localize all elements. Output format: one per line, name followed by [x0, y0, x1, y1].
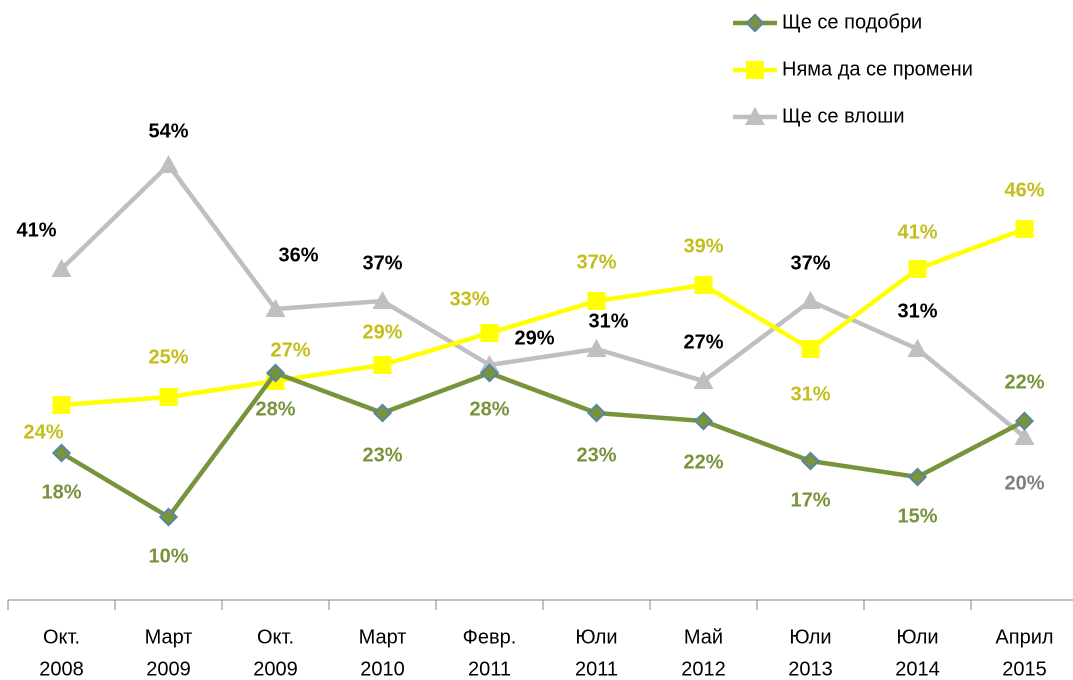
data-label: 37%	[790, 252, 830, 274]
data-label: 41%	[897, 221, 937, 243]
data-label: 46%	[1004, 179, 1044, 201]
marker	[801, 340, 820, 358]
marker	[745, 13, 765, 33]
marker	[907, 467, 928, 487]
data-label: 33%	[449, 288, 489, 310]
marker	[372, 291, 393, 309]
x-tick-label: 2008	[39, 658, 84, 680]
x-tick-label: Февр.	[463, 626, 517, 648]
marker	[908, 260, 927, 278]
marker	[51, 259, 72, 277]
marker	[158, 507, 179, 527]
marker	[265, 363, 286, 383]
marker	[479, 363, 500, 383]
x-tick-label: 2013	[788, 658, 833, 680]
data-label: 23%	[362, 444, 402, 466]
x-tick-label: 2011	[575, 658, 618, 680]
marker	[907, 339, 928, 357]
data-label: 27%	[683, 331, 723, 353]
x-tick-label: 2011	[468, 658, 511, 680]
marker	[800, 291, 821, 309]
marker	[586, 403, 607, 423]
marker	[745, 107, 765, 125]
data-label: 10%	[148, 545, 188, 567]
legend-label: Ще се влоши	[782, 105, 905, 127]
marker	[693, 371, 714, 389]
x-tick-label: Юли	[789, 626, 831, 648]
data-label: 18%	[41, 481, 81, 503]
data-label: 54%	[148, 120, 188, 142]
data-label: 31%	[897, 300, 937, 322]
line	[59, 162, 1026, 439]
data-label: 17%	[790, 489, 830, 511]
marker	[159, 388, 178, 406]
marker	[1014, 427, 1035, 445]
marker	[587, 292, 606, 310]
x-tick-label: 2012	[681, 658, 726, 680]
marker	[373, 356, 392, 374]
marker	[694, 276, 713, 294]
data-label: 23%	[576, 444, 616, 466]
line	[61, 226, 1026, 408]
data-label: 41%	[16, 219, 56, 241]
data-label: 36%	[278, 244, 318, 266]
marker	[693, 411, 714, 431]
data-label: 28%	[469, 398, 509, 420]
x-tick-label: Май	[684, 626, 723, 648]
data-label: 31%	[588, 310, 628, 332]
data-label: 27%	[270, 339, 310, 361]
x-tick-label: Март	[359, 626, 407, 648]
marker	[372, 403, 393, 423]
marker	[1015, 220, 1034, 238]
x-tick-label: Април	[995, 626, 1053, 648]
legend-label: Ще се подобри	[782, 11, 922, 33]
data-label: 15%	[897, 505, 937, 527]
marker	[800, 451, 821, 471]
x-tick-label: 2009	[253, 658, 298, 680]
data-label: 31%	[790, 383, 830, 405]
series	[51, 155, 1035, 445]
marker	[265, 299, 286, 317]
data-label: 22%	[1004, 371, 1044, 393]
marker	[1014, 411, 1035, 431]
x-tick-label: 2014	[895, 658, 940, 680]
x-tick-label: 2009	[146, 658, 191, 680]
x-tick-label: 2010	[360, 658, 405, 680]
data-label: 20%	[1004, 472, 1044, 494]
series	[51, 363, 1035, 527]
marker	[480, 324, 499, 342]
series	[52, 220, 1034, 414]
x-tick-label: Март	[145, 626, 193, 648]
data-label: 29%	[362, 321, 402, 343]
marker	[586, 339, 607, 357]
data-label: 28%	[255, 398, 295, 420]
x-tick-label: Окт.	[43, 626, 80, 648]
data-label: 24%	[23, 421, 63, 443]
x-tick-label: Юли	[896, 626, 938, 648]
marker	[746, 61, 764, 79]
marker	[158, 155, 179, 173]
data-label: 37%	[362, 252, 402, 274]
marker	[51, 443, 72, 463]
line	[60, 370, 1026, 520]
data-label: 29%	[514, 327, 554, 349]
data-label: 37%	[576, 251, 616, 273]
data-label: 22%	[683, 451, 723, 473]
data-label: 25%	[148, 346, 188, 368]
x-tick-label: 2015	[1002, 658, 1047, 680]
x-tick-label: Окт.	[257, 626, 294, 648]
marker	[52, 396, 71, 414]
x-tick-label: Юли	[575, 626, 617, 648]
legend-label: Няма да се промени	[782, 58, 973, 80]
data-label: 39%	[683, 235, 723, 257]
